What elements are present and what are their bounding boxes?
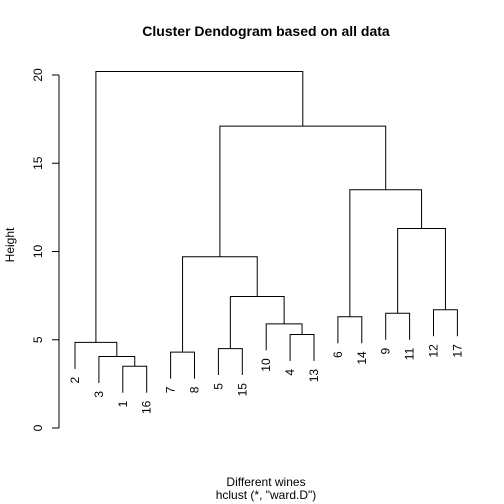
leaf-label-16: 16 [140, 400, 154, 414]
chart-title: Cluster Dendogram based on all data [142, 23, 390, 39]
y-tick-label-0: 0 [31, 424, 45, 431]
dendrogram-link-8 [229, 296, 285, 349]
dendrogram-link-5 [217, 348, 243, 376]
dendrogram-link-15 [219, 125, 387, 257]
dendrogram-link-7 [265, 323, 303, 351]
dendrogram-link-6 [289, 333, 315, 361]
x-axis-label: Different wines [226, 475, 305, 489]
dendrogram-links [74, 70, 458, 393]
leaf-label-1: 1 [116, 400, 130, 407]
leaf-label-3: 3 [92, 391, 106, 398]
leaf-label-2: 2 [68, 377, 82, 384]
dendrogram-link-9 [182, 256, 258, 353]
y-tick-label-20: 20 [31, 68, 45, 82]
y-tick-label-10: 10 [31, 245, 45, 259]
leaf-label-15: 15 [235, 383, 249, 397]
y-axis-label: Height [3, 227, 17, 262]
dendrogram-link-14 [349, 189, 423, 317]
dendrogram-link-3 [74, 341, 118, 369]
y-axis-ticks: 0 5 10 15 20 [31, 68, 59, 431]
leaf-label-8: 8 [188, 386, 202, 393]
leaf-label-7: 7 [164, 386, 178, 393]
dendrogram-link-16 [95, 70, 304, 343]
leaf-label-17: 17 [450, 344, 464, 358]
dendrogram-link-10 [337, 316, 363, 344]
leaf-label-4: 4 [283, 369, 297, 376]
leaf-labels: 2 3 1 16 7 8 5 15 10 4 13 6 14 9 11 12 17 [68, 344, 464, 414]
dendrogram-link-2 [98, 356, 136, 383]
leaf-label-14: 14 [355, 351, 369, 365]
dendrogram-link-1 [122, 365, 148, 393]
leaf-label-10: 10 [259, 358, 273, 372]
leaf-label-5: 5 [211, 383, 225, 390]
dendrogram-link-12 [433, 309, 458, 337]
y-tick-label-15: 15 [31, 156, 45, 170]
y-tick-label-5: 5 [31, 336, 45, 343]
x-axis-sublabel: hclust (*, "ward.D") [216, 488, 317, 502]
leaf-label-12: 12 [427, 344, 441, 358]
dendrogram-link-4 [170, 351, 195, 379]
leaf-label-13: 13 [307, 369, 321, 383]
dendrogram-link-13 [397, 228, 446, 314]
leaf-label-11: 11 [403, 347, 417, 360]
leaf-label-9: 9 [379, 347, 393, 354]
leaf-label-6: 6 [331, 351, 345, 358]
dendrogram-link-11 [385, 312, 411, 340]
